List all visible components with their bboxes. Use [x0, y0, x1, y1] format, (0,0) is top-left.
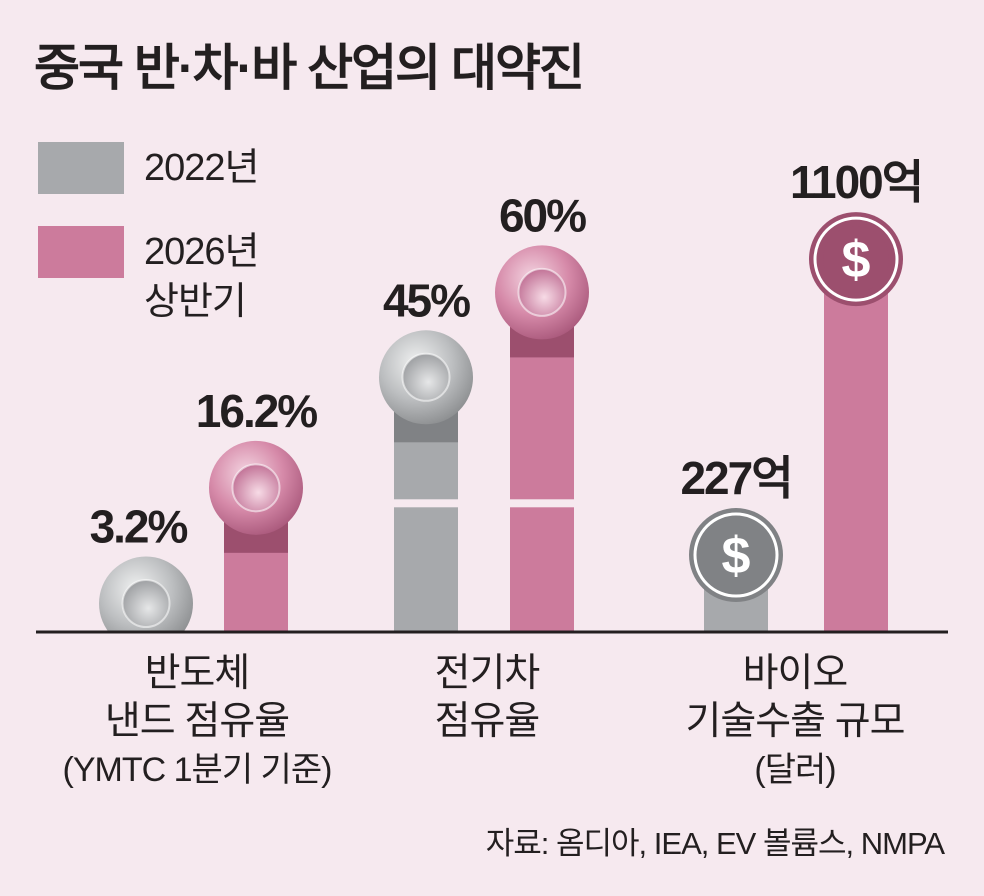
category-label-line2: 기술수출 규모 — [685, 700, 905, 743]
value-label: 3.2% — [90, 501, 188, 553]
dollar-glyph: $ — [722, 527, 751, 585]
coin-ring — [693, 512, 779, 598]
value-label: 45% — [383, 274, 470, 326]
source-note: 자료: 옴디아, IEA, EV 볼륨스, NMPA — [485, 826, 945, 861]
legend-label-2026: 2026년 — [144, 231, 259, 273]
category-label-semiconductor: 반도체 낸드 점유율 (YMTC 1분기 기준) — [32, 650, 362, 794]
bar-2026년-상반기-0 — [209, 440, 303, 632]
coin-face — [823, 226, 889, 293]
bar-column — [824, 259, 888, 632]
bar-2026년-상반기-2: $ — [809, 212, 903, 632]
category-label-line1: 반도체 — [144, 652, 251, 695]
category-label-ev: 전기차 점유율 — [372, 650, 602, 746]
dollar-glyph: $ — [842, 231, 871, 289]
coin-inner — [231, 463, 281, 513]
legend-sublabel-2026: 상반기 — [144, 281, 247, 323]
bar-2022년-1 — [379, 330, 473, 632]
category-label-line2: 점유율 — [434, 700, 541, 743]
category-label-line2: 낸드 점유율 — [104, 700, 290, 743]
coin-inner — [517, 267, 567, 317]
value-label: 16.2% — [196, 385, 318, 437]
coin-inner — [401, 352, 451, 402]
legend-swatch-2026 — [38, 226, 124, 278]
bar-2022년-0 — [99, 556, 193, 632]
category-label-bio: 바이오 기술수출 규모 (달러) — [640, 650, 950, 794]
bar-split — [392, 499, 460, 508]
bar-2022년-2: $ — [689, 508, 783, 632]
bar-split — [508, 499, 576, 508]
category-label-line1: 전기차 — [434, 652, 541, 695]
category-label-line1: 바이오 — [742, 652, 849, 695]
coin-face — [703, 522, 769, 589]
category-label-line3: (YMTC 1분기 기준) — [62, 751, 333, 789]
coin-ring — [813, 216, 899, 302]
value-label: 60% — [499, 189, 586, 241]
bar-2026년-상반기-1 — [495, 245, 589, 632]
value-label: 1100억 — [790, 156, 922, 208]
value-label: 227억 — [680, 452, 791, 504]
coin-inner — [121, 579, 171, 629]
category-label-line3: (달러) — [754, 751, 836, 789]
legend-label-2022: 2022년 — [144, 147, 259, 189]
chart-title: 중국 반·차·바 산업의 대약진 — [34, 40, 585, 96]
legend-swatch-2022 — [38, 142, 124, 194]
